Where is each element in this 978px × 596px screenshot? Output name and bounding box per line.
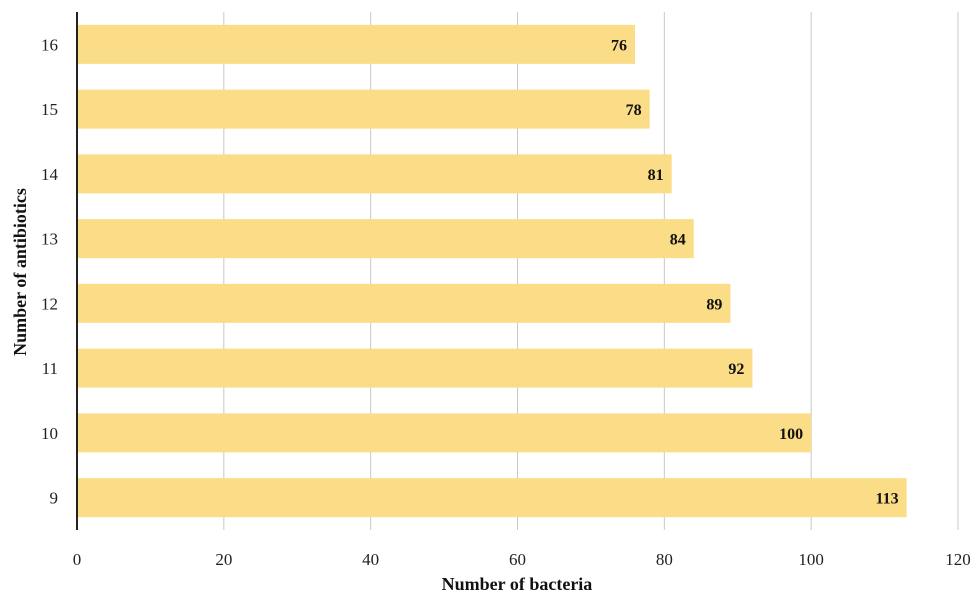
y-axis-title: Number of antibiotics: [10, 188, 30, 356]
data-label-12: 89: [706, 296, 722, 313]
x-tick-label: 60: [509, 550, 526, 569]
x-tick-label: 40: [362, 550, 379, 569]
data-label-10: 100: [779, 426, 803, 443]
bar-10: [77, 413, 812, 453]
x-tick-label: 100: [798, 550, 824, 569]
data-label-11: 92: [728, 361, 744, 378]
data-label-9: 113: [875, 491, 898, 508]
y-tick-label-9: 9: [50, 489, 59, 508]
bar-13: [77, 219, 694, 259]
data-label-15: 78: [626, 102, 642, 119]
y-tick-label-15: 15: [41, 100, 58, 119]
y-tick-label-10: 10: [41, 424, 58, 443]
bar-16: [77, 24, 635, 64]
bar-12: [77, 283, 731, 323]
bar-9: [77, 478, 907, 518]
x-tick-label: 0: [73, 550, 82, 569]
x-tick-label: 20: [215, 550, 232, 569]
y-tick-label-14: 14: [41, 165, 59, 184]
data-label-14: 81: [648, 167, 664, 184]
x-tick-labels: 0 20 40 60 80 100 120: [73, 550, 971, 569]
x-tick-label: 120: [945, 550, 971, 569]
bar-14: [77, 154, 672, 194]
bar-11: [77, 348, 753, 388]
y-tick-label-11: 11: [42, 359, 58, 378]
bars-group: [77, 24, 907, 518]
data-labels-group: 76 78 81 84 89 92 100 113: [611, 37, 899, 507]
y-tick-labels: 16 15 14 13 12 11 10 9: [41, 35, 59, 507]
x-axis-title: Number of bacteria: [442, 574, 593, 594]
data-label-13: 84: [670, 232, 686, 249]
y-tick-label-13: 13: [41, 230, 58, 249]
bar-15: [77, 89, 650, 129]
x-tick-label: 80: [656, 550, 673, 569]
y-tick-label-12: 12: [41, 294, 58, 313]
data-label-16: 76: [611, 37, 627, 54]
y-tick-label-16: 16: [41, 35, 58, 54]
